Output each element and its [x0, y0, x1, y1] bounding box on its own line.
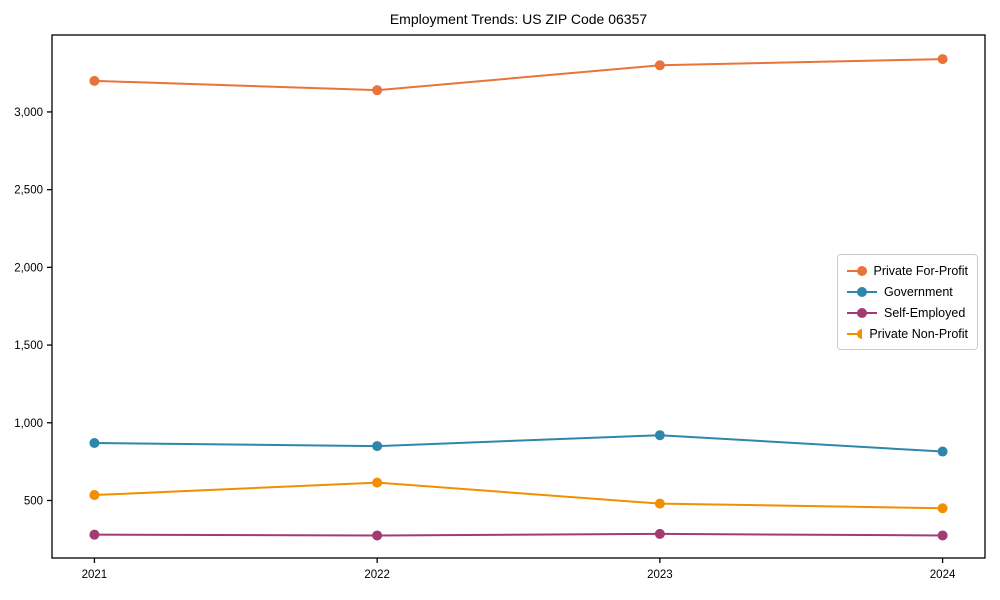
data-point: [372, 85, 383, 96]
legend-marker-icon: [847, 307, 877, 318]
data-point: [89, 490, 100, 501]
data-point: [654, 528, 665, 539]
data-point: [937, 503, 948, 514]
series-line-self-employed: [94, 532, 943, 537]
x-tick-label: 2024: [930, 569, 956, 581]
y-tick-label: 500: [24, 495, 43, 507]
y-tick-label: 3,000: [14, 107, 43, 119]
legend-label: Private Non-Profit: [869, 326, 968, 341]
y-tick-label: 1,500: [14, 340, 43, 352]
legend-label: Private For-Profit: [873, 263, 968, 278]
legend-item-private-non-profit: Private Non-Profit: [847, 325, 968, 342]
legend-marker-icon: [847, 328, 863, 339]
data-point: [89, 529, 100, 540]
legend-marker-icon: [847, 265, 867, 276]
data-point: [372, 530, 383, 541]
data-point: [372, 477, 383, 488]
series-line-government: [94, 434, 943, 453]
data-point: [654, 498, 665, 509]
data-point: [937, 446, 948, 457]
data-point: [654, 60, 665, 71]
legend-item-self-employed: Self-Employed: [847, 304, 968, 321]
x-tick-label: 2021: [82, 569, 108, 581]
y-tick-label: 2,500: [14, 185, 43, 197]
x-tick-label: 2022: [364, 569, 390, 581]
legend-label: Self-Employed: [884, 305, 966, 320]
data-point: [654, 430, 665, 441]
series-line-private-for-profit: [94, 58, 943, 92]
data-point: [89, 75, 100, 86]
legend-label: Government: [884, 284, 953, 299]
x-tick-label: 2023: [647, 569, 673, 581]
data-point: [937, 54, 948, 65]
y-tick-label: 2,000: [14, 262, 43, 274]
plot-frame: [51, 34, 986, 559]
series-line-private-non-profit: [94, 481, 943, 510]
legend-item-private-for-profit: Private For-Profit: [847, 262, 968, 279]
data-point: [89, 437, 100, 448]
legend-marker-icon: [847, 286, 877, 297]
y-tick-label: 1,000: [14, 418, 43, 430]
data-point: [372, 441, 383, 452]
legend-item-government: Government: [847, 283, 968, 300]
chart-title: Employment Trends: US ZIP Code 06357: [389, 11, 648, 27]
legend: Private For-Profit Government Self-Employe…: [837, 254, 978, 350]
data-point: [937, 530, 948, 541]
